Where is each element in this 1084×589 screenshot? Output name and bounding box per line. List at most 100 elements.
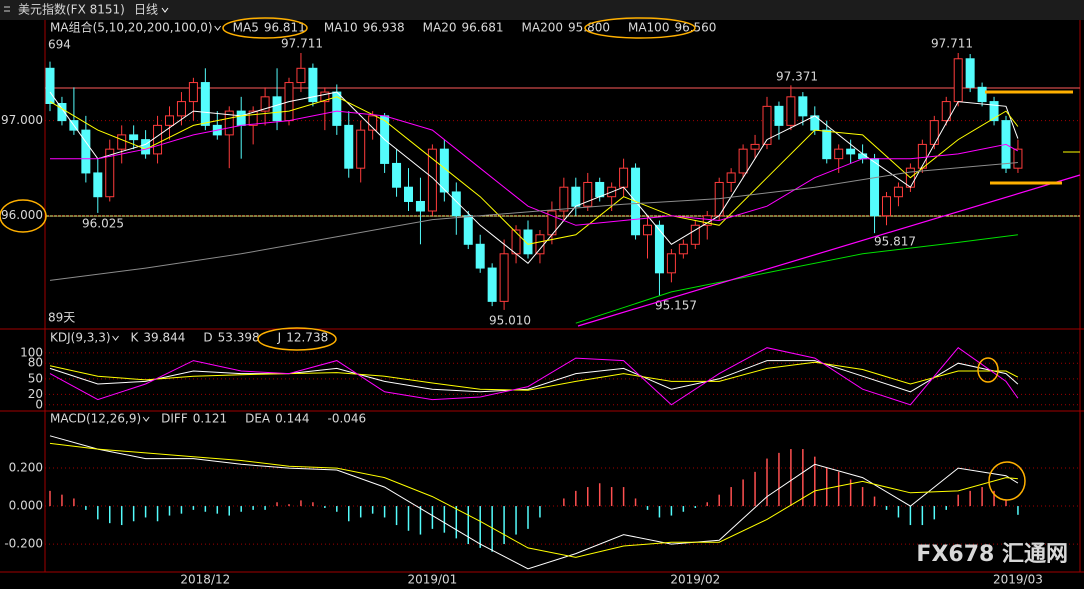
- indicator-line: [49, 96, 1019, 245]
- candle-body: [344, 124, 354, 169]
- candle-body: [499, 253, 509, 302]
- highlight: [0, 199, 47, 233]
- candle-body: [870, 158, 880, 217]
- candle-body: [188, 82, 198, 103]
- trend-line: [577, 174, 1081, 327]
- legend-name: J: [277, 331, 282, 345]
- legend-name: DEA: [245, 412, 271, 426]
- candle-body: [320, 91, 330, 103]
- legend-dropdown: [112, 335, 119, 341]
- candle-body: [153, 124, 163, 155]
- candle-body: [93, 172, 103, 198]
- indicator-line: [49, 361, 1019, 391]
- candle-body: [200, 82, 210, 126]
- indicator-line: [49, 435, 1019, 570]
- candle-body: [738, 148, 748, 174]
- y-tick-label: 100: [20, 345, 43, 359]
- candle-body: [834, 148, 844, 160]
- legend-value: 0.144: [275, 412, 309, 426]
- price-annotation: 89天: [48, 311, 75, 325]
- candle-body: [427, 148, 437, 212]
- y-tick-label: 0.000: [9, 499, 43, 513]
- watermark: FX678 汇通网: [916, 542, 1068, 567]
- price-annotation: 95.010: [489, 314, 531, 328]
- menu-icon[interactable]: [4, 6, 10, 12]
- legend-value: 95.800: [568, 21, 610, 35]
- indicator-line: [575, 234, 1018, 324]
- legend-name: D: [203, 331, 212, 345]
- candle-body: [296, 67, 306, 84]
- legend-value: 12.738: [286, 331, 328, 345]
- highlight: [977, 357, 999, 383]
- legend-title: MACD(12,26,9): [50, 412, 141, 426]
- candle-body: [165, 115, 174, 126]
- legend-value: 96.938: [363, 21, 405, 35]
- period-dropdown[interactable]: [161, 7, 169, 13]
- legend-dropdown: [142, 416, 150, 422]
- candle-body: [929, 120, 939, 145]
- symbol-name: 美元指数(FX 8151): [18, 2, 125, 17]
- candle-body: [822, 129, 832, 160]
- price-annotation: 97.371: [776, 70, 818, 84]
- candle-body: [224, 110, 234, 136]
- y-tick-label: 50: [28, 371, 43, 385]
- candle-body: [595, 181, 605, 198]
- candle-body: [404, 186, 413, 202]
- candle-body: [798, 96, 808, 117]
- price-annotation: 97.711: [931, 37, 973, 51]
- candle-body: [786, 96, 796, 126]
- x-tick-label: 2019/01: [407, 573, 457, 587]
- candle-body: [846, 148, 856, 155]
- y-tick-label: 0: [35, 397, 43, 411]
- candle-body: [654, 224, 664, 274]
- candle-body: [141, 139, 151, 155]
- candle-body: [475, 243, 485, 269]
- candle-body: [117, 134, 127, 150]
- candle-body: [57, 102, 67, 122]
- legend-name: DIFF: [161, 412, 188, 426]
- candle-body: [439, 148, 449, 193]
- candle-body: [45, 67, 55, 104]
- candle-body: [248, 110, 258, 126]
- indicator-line: [49, 91, 1019, 264]
- candle-body: [415, 200, 425, 212]
- price-annotation: 694: [48, 38, 71, 52]
- y-tick-label: 96.000: [1, 208, 43, 222]
- highlight: [988, 461, 1026, 501]
- price-annotation: 95.817: [874, 235, 916, 249]
- price-annotation: 97.711: [281, 37, 323, 51]
- indicator-line: [49, 347, 1019, 406]
- legend-dropdown: [214, 25, 222, 31]
- candle-body: [893, 186, 903, 198]
- candle-body: [236, 110, 246, 126]
- candle-body: [989, 101, 999, 122]
- indicator-line: [49, 442, 1018, 558]
- candle-body: [774, 105, 784, 126]
- candle-body: [129, 134, 139, 141]
- legend-name: K: [131, 331, 140, 345]
- period[interactable]: 日线: [134, 3, 158, 17]
- candle-body: [559, 186, 569, 212]
- legend-value: 96.811: [264, 21, 306, 35]
- candle-body: [511, 229, 521, 255]
- candle-body: [953, 58, 963, 103]
- candle-body: [666, 253, 676, 274]
- candle-body: [451, 191, 461, 217]
- legend-value: 0.121: [193, 412, 227, 426]
- legend-name: MA5: [233, 21, 259, 35]
- highlight: [257, 327, 337, 351]
- candle-body: [690, 224, 700, 245]
- candle-body: [977, 86, 987, 103]
- candle-body: [726, 172, 736, 183]
- indicator-line: [50, 110, 1019, 226]
- legend-value: 39.844: [143, 331, 185, 345]
- candle-body: [750, 143, 760, 150]
- y-tick-label: 0.200: [9, 461, 43, 475]
- candle-body: [368, 115, 378, 131]
- candle-body: [965, 58, 975, 88]
- legend-name: MA10: [324, 21, 358, 35]
- candle-body: [583, 181, 593, 207]
- y-tick-label: 20: [28, 387, 43, 401]
- highlight: [222, 17, 308, 39]
